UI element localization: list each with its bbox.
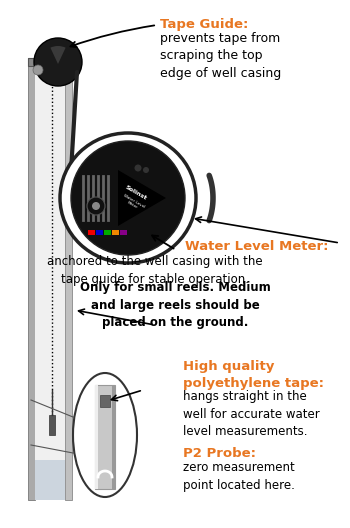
Bar <box>112 230 119 235</box>
Ellipse shape <box>73 373 137 497</box>
Text: Water Level Meter:: Water Level Meter: <box>185 240 329 253</box>
Bar <box>35 58 65 500</box>
Text: prevents tape from
scraping the top
edge of well casing: prevents tape from scraping the top edge… <box>160 32 281 80</box>
Bar <box>28 58 35 500</box>
Text: zero measurement
point located here.: zero measurement point located here. <box>183 461 295 492</box>
Bar <box>49 415 55 435</box>
Bar <box>100 395 110 407</box>
Circle shape <box>34 38 82 86</box>
Text: Tape Guide:: Tape Guide: <box>160 18 248 31</box>
Text: Solinst: Solinst <box>124 185 148 201</box>
Bar <box>95 385 98 489</box>
Circle shape <box>71 141 185 255</box>
Circle shape <box>143 167 149 173</box>
Text: P2 Probe:: P2 Probe: <box>183 447 256 460</box>
Ellipse shape <box>60 133 196 263</box>
Bar <box>112 385 115 489</box>
Text: Only for small reels. Medium
and large reels should be
placed on the ground.: Only for small reels. Medium and large r… <box>80 281 270 329</box>
Bar <box>95 385 115 489</box>
Circle shape <box>33 65 43 75</box>
Text: Water Level
Meter: Water Level Meter <box>120 193 146 213</box>
Wedge shape <box>50 46 65 64</box>
Polygon shape <box>118 170 166 226</box>
Bar <box>104 230 111 235</box>
Text: anchored to the well casing with the
tape guide for stable operation.: anchored to the well casing with the tap… <box>47 255 263 286</box>
Circle shape <box>134 165 141 172</box>
Bar <box>96 230 103 235</box>
Circle shape <box>92 202 100 210</box>
Text: High quality
polyethylene tape:: High quality polyethylene tape: <box>183 360 324 390</box>
Circle shape <box>87 197 105 215</box>
Bar <box>88 230 95 235</box>
Bar <box>28 58 72 66</box>
Bar <box>35 460 65 500</box>
Text: hangs straight in the
well for accurate water
level measurements.: hangs straight in the well for accurate … <box>183 390 320 438</box>
Bar <box>120 230 127 235</box>
Bar <box>65 58 72 500</box>
